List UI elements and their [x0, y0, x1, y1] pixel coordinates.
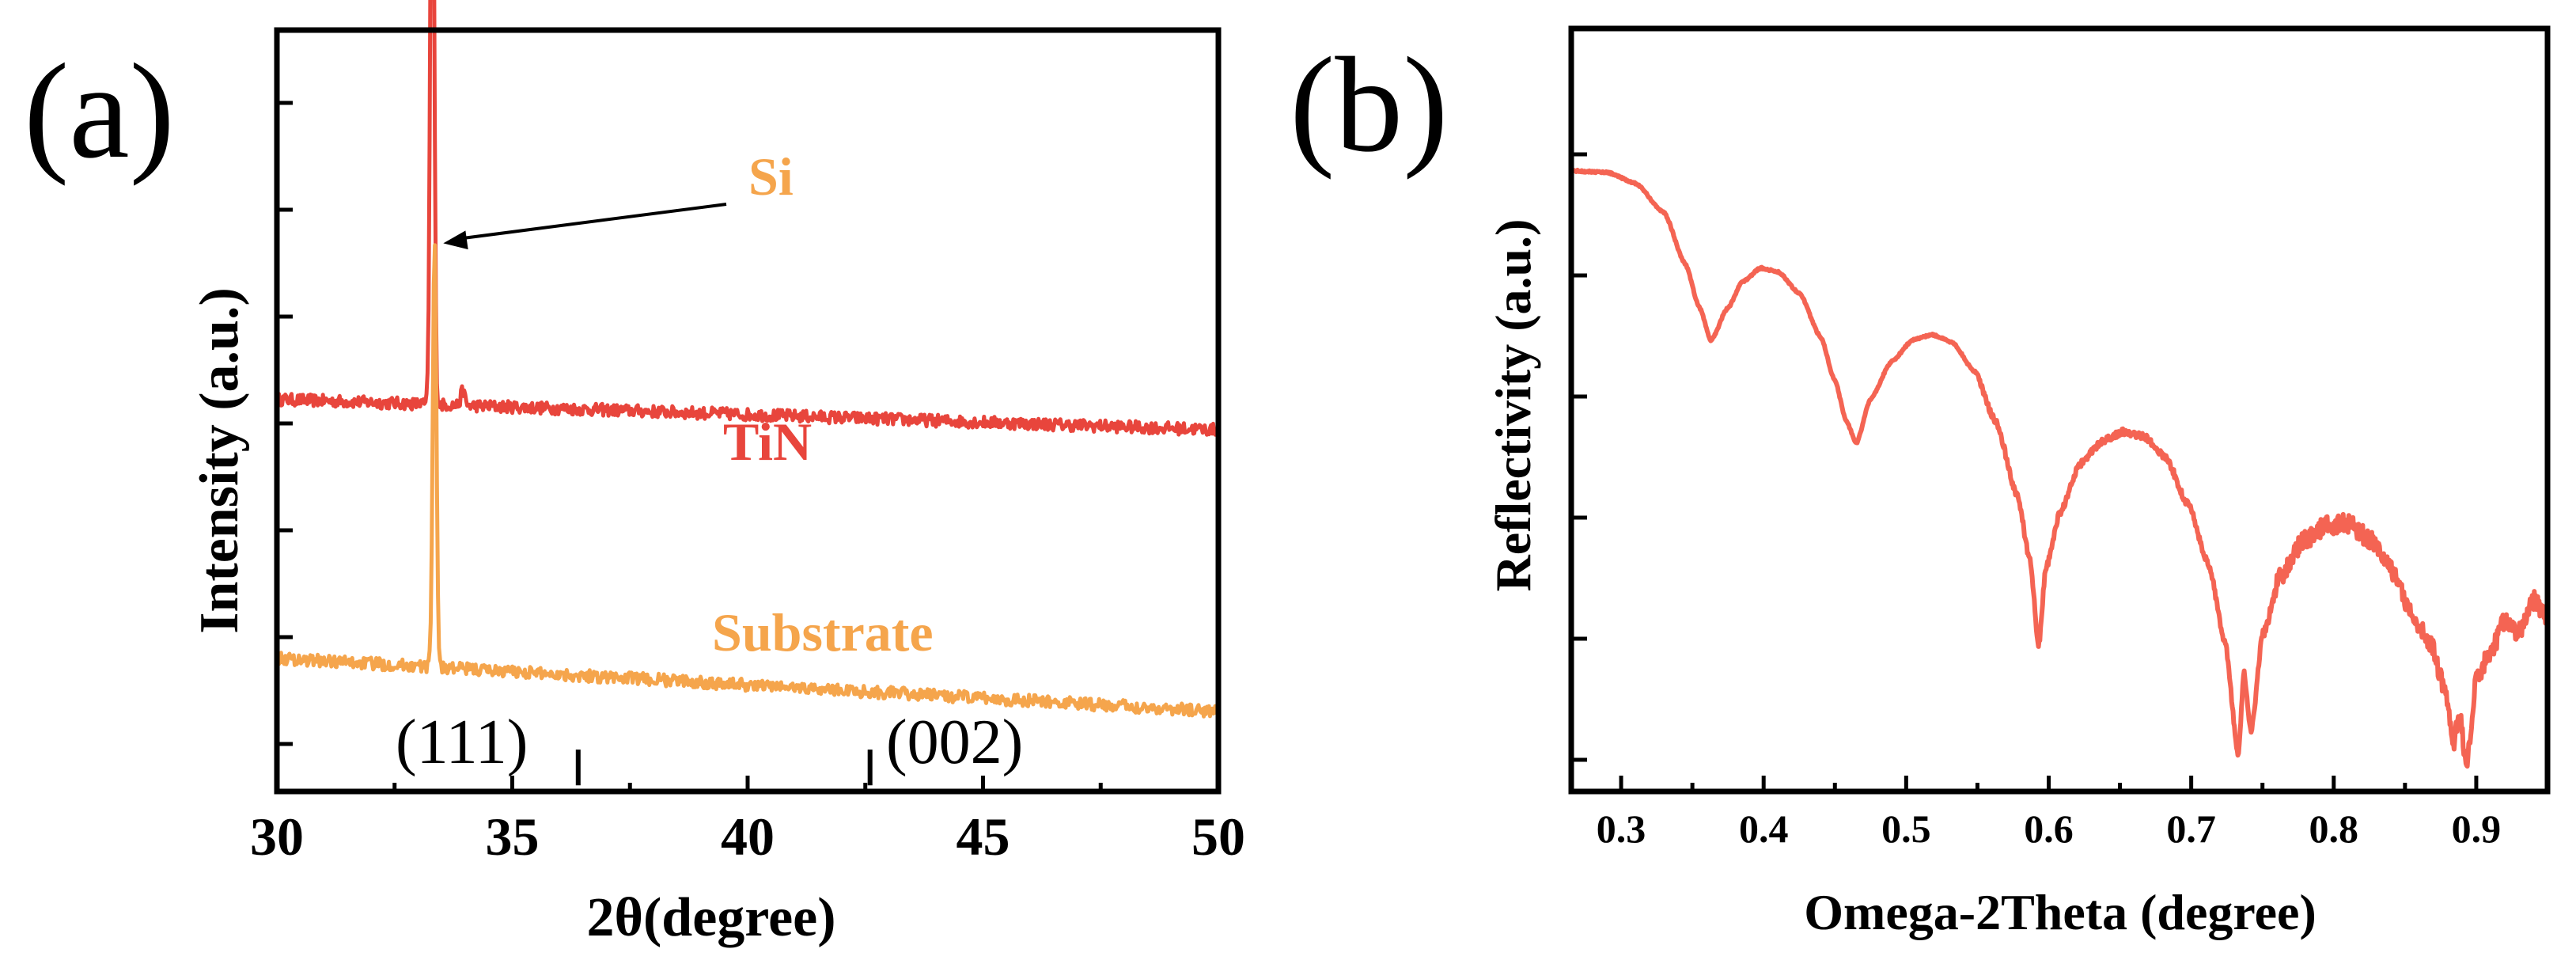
- panel-a: (a) 30 35 40 45 50 (111) (002) 2θ(degree) In…: [24, 0, 1245, 948]
- x-tick-label: 0.5: [1881, 806, 1931, 851]
- x-tick-label: 0.9: [2452, 806, 2502, 851]
- si-arrow-line: [460, 203, 727, 241]
- si-arrow: [443, 203, 727, 250]
- annotation-si: Si: [748, 146, 794, 207]
- panel-a-x-tick-labels: 30 35 40 45 50: [250, 806, 1245, 867]
- panel-b-traces: [1569, 168, 2550, 769]
- panel-label-a: (a): [24, 36, 175, 187]
- x-tick-label: 0.4: [1739, 806, 1789, 851]
- annotation-substrate: Substrate: [712, 602, 934, 662]
- series-substrate: [275, 243, 1221, 719]
- plot-frame-a: [274, 27, 1222, 795]
- y-axis-title-a: Intensity (a.u.): [189, 287, 250, 634]
- x-tick-label: 40: [721, 806, 775, 867]
- x-tick-label: 0.3: [1597, 806, 1646, 851]
- x-tick-label: 45: [957, 806, 1010, 867]
- series-reflectivity: [1569, 168, 2550, 769]
- panel-label-b: (b): [1290, 30, 1449, 180]
- panel-b-x-tick-labels: 0.3 0.4 0.5 0.6 0.7 0.8 0.9: [1597, 806, 2501, 851]
- x-tick-label: 0.7: [2166, 806, 2216, 851]
- panel-b-ticks: [1571, 152, 2479, 791]
- plot-frame-b: [1568, 25, 2551, 795]
- x-tick-label: 0.8: [2309, 806, 2359, 851]
- series-tin: [275, 0, 1221, 437]
- panel-a-traces: [275, 0, 1221, 719]
- x-tick-label: 50: [1191, 806, 1245, 867]
- x-axis-title-b: Omega-2Theta (degree): [1804, 884, 2317, 940]
- panel-b: (b) 0.3 0.4 0.5 0.6 0.7 0.8 0.9 Omega-2Theta (…: [1290, 25, 2551, 940]
- si-arrow-head: [443, 230, 468, 250]
- x-tick-label: 35: [486, 806, 540, 867]
- panel-a-reference-marks: (111) (002): [396, 708, 1023, 786]
- x-tick-label: 30: [250, 806, 304, 867]
- y-axis-title-b: Reflectivity (a.u.): [1485, 219, 1541, 592]
- ref-label-002: (002): [886, 708, 1023, 777]
- ref-label-111: (111): [396, 708, 528, 777]
- x-axis-title-a: 2θ(degree): [586, 887, 835, 948]
- x-tick-label: 0.6: [2024, 806, 2074, 851]
- annotation-tin: TiN: [723, 412, 812, 472]
